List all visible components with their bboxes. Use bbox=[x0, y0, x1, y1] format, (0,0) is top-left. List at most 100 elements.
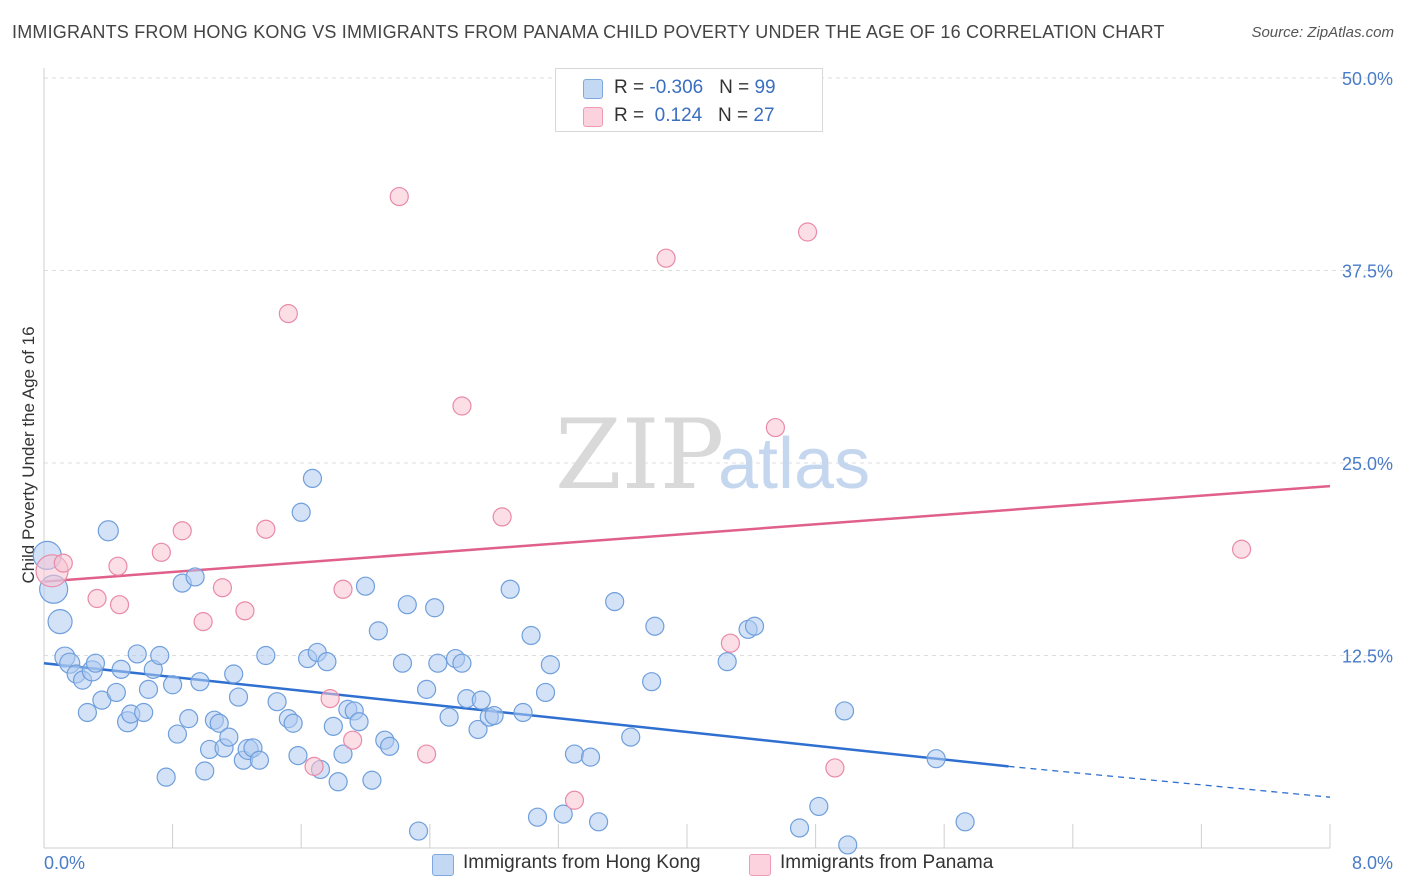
data-point-panama bbox=[765, 417, 786, 438]
data-point-hong-kong bbox=[156, 767, 176, 787]
series-panama bbox=[35, 186, 1252, 810]
data-point-hong-kong bbox=[291, 502, 311, 522]
data-point-hong-kong bbox=[789, 818, 810, 838]
data-point-hong-kong bbox=[380, 736, 400, 756]
data-point-hong-kong bbox=[106, 682, 126, 703]
data-point-hong-kong bbox=[288, 745, 308, 766]
data-point-hong-kong bbox=[362, 770, 382, 790]
y-tick-label: 25.0% bbox=[1342, 454, 1393, 474]
data-point-hong-kong bbox=[484, 705, 504, 726]
data-point-panama bbox=[564, 790, 585, 810]
data-point-panama bbox=[1231, 539, 1252, 559]
data-point-hong-kong bbox=[408, 821, 429, 841]
r-label: R = bbox=[614, 77, 650, 98]
data-point-hong-kong bbox=[605, 591, 625, 612]
data-point-hong-kong bbox=[588, 812, 609, 832]
data-point-panama bbox=[109, 595, 130, 615]
tick-labels: 12.5% 25.0% 37.5% 50.0% 0.0% 8.0% bbox=[44, 69, 1393, 873]
n-value: 27 bbox=[753, 105, 775, 126]
data-point-hong-kong bbox=[553, 804, 573, 824]
correlation-legend: R = -0.306 N = 99 R = 0.124 N = 27 bbox=[555, 68, 823, 132]
axes bbox=[43, 68, 1331, 849]
n-label: N = bbox=[718, 105, 754, 126]
n-label: N = bbox=[719, 77, 755, 98]
legend-stats-hong-kong: R = -0.306 N = 99 bbox=[614, 77, 776, 99]
watermark-atlas: atlas bbox=[718, 424, 870, 504]
data-point-hong-kong bbox=[127, 644, 147, 664]
data-point-hong-kong bbox=[179, 709, 199, 729]
data-point-panama bbox=[108, 556, 128, 576]
x-tick-label: 8.0% bbox=[1352, 853, 1393, 873]
data-point-hong-kong bbox=[77, 702, 98, 723]
data-point-panama bbox=[343, 730, 363, 750]
legend-row-hong-kong: R = -0.306 N = 99 bbox=[556, 73, 822, 101]
data-point-hong-kong bbox=[328, 772, 348, 792]
y-tick-label: 37.5% bbox=[1342, 262, 1393, 282]
source-label: Source: ZipAtlas.com bbox=[1251, 24, 1394, 41]
data-point-hong-kong bbox=[190, 672, 210, 692]
data-point-hong-kong bbox=[428, 653, 448, 673]
r-value: -0.306 bbox=[649, 77, 704, 98]
data-point-hong-kong bbox=[85, 653, 106, 673]
data-point-hong-kong bbox=[150, 645, 170, 666]
data-point-hong-kong bbox=[302, 468, 323, 488]
data-point-hong-kong bbox=[521, 625, 541, 646]
data-point-hong-kong bbox=[955, 812, 975, 832]
data-point-hong-kong bbox=[224, 664, 244, 684]
data-point-hong-kong bbox=[535, 682, 556, 703]
x-tick-label: 0.0% bbox=[44, 853, 85, 873]
data-point-panama bbox=[151, 542, 171, 562]
legend-row-panama: R = 0.124 N = 27 bbox=[556, 101, 822, 129]
data-point-panama bbox=[53, 553, 73, 573]
data-point-hong-kong bbox=[267, 692, 287, 712]
grid-lines bbox=[44, 77, 1392, 656]
data-point-panama bbox=[278, 304, 298, 324]
data-point-hong-kong bbox=[540, 655, 560, 675]
data-point-hong-kong bbox=[926, 749, 946, 769]
data-point-hong-kong bbox=[97, 520, 119, 542]
data-point-panama bbox=[797, 222, 818, 242]
data-point-hong-kong bbox=[452, 653, 472, 673]
data-point-panama bbox=[235, 601, 255, 621]
data-point-hong-kong bbox=[323, 716, 343, 736]
data-point-hong-kong bbox=[527, 807, 548, 827]
data-point-hong-kong bbox=[283, 713, 303, 733]
trend-lines bbox=[43, 484, 1331, 798]
data-point-hong-kong bbox=[471, 690, 491, 710]
data-point-panama bbox=[656, 248, 676, 268]
data-point-panama bbox=[304, 756, 324, 776]
data-point-hong-kong bbox=[838, 835, 858, 855]
y-axis-label: Child Poverty Under the Age of 16 bbox=[19, 326, 38, 583]
data-point-hong-kong bbox=[355, 576, 376, 596]
data-point-panama bbox=[452, 396, 472, 416]
data-point-panama bbox=[172, 521, 192, 541]
data-point-hong-kong bbox=[333, 744, 353, 764]
y-tick-label: 50.0% bbox=[1342, 69, 1393, 89]
data-point-panama bbox=[825, 758, 845, 778]
data-point-panama bbox=[212, 578, 233, 598]
data-point-panama bbox=[416, 744, 437, 764]
data-point-hong-kong bbox=[645, 616, 665, 636]
data-point-hong-kong bbox=[368, 621, 388, 641]
data-point-hong-kong bbox=[167, 724, 188, 744]
data-point-hong-kong bbox=[256, 645, 276, 666]
series-hong-kong bbox=[32, 468, 975, 855]
data-point-panama bbox=[720, 633, 741, 653]
data-point-hong-kong bbox=[580, 747, 601, 767]
legend-stats-panama: R = 0.124 N = 27 bbox=[614, 105, 775, 127]
chart-title: IMMIGRANTS FROM HONG KONG VS IMMIGRANTS … bbox=[12, 22, 1165, 42]
data-point-hong-kong bbox=[834, 701, 855, 721]
legend-swatch-hong-kong bbox=[583, 79, 603, 99]
data-point-panama bbox=[87, 588, 107, 609]
legend-label-panama: Immigrants from Panama bbox=[780, 852, 994, 873]
legend-swatch-panama bbox=[749, 854, 771, 876]
data-point-hong-kong bbox=[642, 672, 662, 692]
data-point-hong-kong bbox=[397, 595, 417, 615]
data-point-hong-kong bbox=[416, 679, 437, 699]
data-point-panama bbox=[492, 507, 512, 527]
data-point-hong-kong bbox=[349, 712, 369, 732]
data-point-hong-kong bbox=[249, 750, 270, 770]
legend-swatch-panama bbox=[583, 107, 603, 127]
data-point-hong-kong bbox=[111, 659, 131, 679]
r-label: R = bbox=[614, 105, 650, 126]
